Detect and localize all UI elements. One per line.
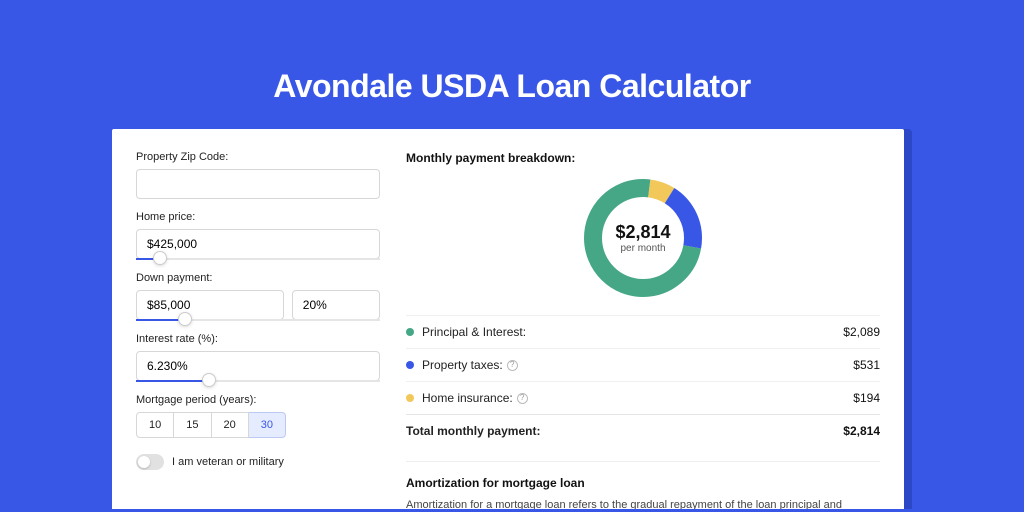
legend: Principal & Interest:$2,089Property taxe… xyxy=(406,315,880,414)
donut-sub: per month xyxy=(620,243,665,254)
home-price-field: Home price: xyxy=(136,211,380,260)
legend-dot xyxy=(406,394,414,402)
down-payment-field: Down payment: xyxy=(136,272,380,321)
legend-label: Principal & Interest: xyxy=(422,325,843,339)
zip-label: Property Zip Code: xyxy=(136,151,380,163)
donut-center: $2,814 per month xyxy=(578,173,708,303)
total-row: Total monthly payment: $2,814 xyxy=(406,414,880,447)
donut-chart-wrap: $2,814 per month xyxy=(406,169,880,315)
home-price-slider[interactable] xyxy=(136,258,380,260)
legend-dot xyxy=(406,361,414,369)
donut-amount: $2,814 xyxy=(615,222,670,243)
mortgage-period-field: Mortgage period (years): 10152030 xyxy=(136,394,380,438)
inputs-column: Property Zip Code: Home price: Down paym… xyxy=(136,151,380,509)
veteran-label: I am veteran or military xyxy=(172,456,284,468)
legend-label: Home insurance: ? xyxy=(422,391,853,405)
down-payment-label: Down payment: xyxy=(136,272,380,284)
interest-rate-label: Interest rate (%): xyxy=(136,333,380,345)
info-icon[interactable]: ? xyxy=(517,393,528,404)
veteran-toggle[interactable] xyxy=(136,454,164,470)
amortization-title: Amortization for mortgage loan xyxy=(406,476,880,490)
page-title: Avondale USDA Loan Calculator xyxy=(0,68,1024,105)
legend-dot xyxy=(406,328,414,336)
down-payment-percent-input[interactable] xyxy=(292,290,380,320)
total-amount: $2,814 xyxy=(843,424,880,438)
legend-row: Property taxes: ?$531 xyxy=(406,348,880,381)
donut-chart: $2,814 per month xyxy=(578,173,708,303)
mortgage-period-buttons: 10152030 xyxy=(136,412,380,438)
legend-label: Property taxes: ? xyxy=(422,358,853,372)
term-button-15[interactable]: 15 xyxy=(174,412,211,438)
term-button-30[interactable]: 30 xyxy=(249,412,286,438)
term-button-10[interactable]: 10 xyxy=(136,412,174,438)
calculator-panel: Property Zip Code: Home price: Down paym… xyxy=(112,129,904,509)
legend-amount: $194 xyxy=(853,391,880,405)
zip-field: Property Zip Code: xyxy=(136,151,380,199)
amortization-text: Amortization for a mortgage loan refers … xyxy=(406,498,880,509)
info-icon[interactable]: ? xyxy=(507,360,518,371)
legend-row: Principal & Interest:$2,089 xyxy=(406,315,880,348)
down-payment-slider-thumb[interactable] xyxy=(178,312,192,326)
mortgage-period-label: Mortgage period (years): xyxy=(136,394,380,406)
down-payment-amount-input[interactable] xyxy=(136,290,284,320)
interest-rate-slider[interactable] xyxy=(136,380,380,382)
home-price-slider-thumb[interactable] xyxy=(153,251,167,265)
legend-amount: $2,089 xyxy=(843,325,880,339)
interest-rate-field: Interest rate (%): xyxy=(136,333,380,382)
home-price-input[interactable] xyxy=(136,229,380,259)
legend-row: Home insurance: ?$194 xyxy=(406,381,880,414)
panel-shadow: Property Zip Code: Home price: Down paym… xyxy=(112,129,912,509)
down-payment-slider[interactable] xyxy=(136,319,380,321)
breakdown-title: Monthly payment breakdown: xyxy=(406,151,880,165)
total-label: Total monthly payment: xyxy=(406,424,843,438)
interest-rate-slider-thumb[interactable] xyxy=(202,373,216,387)
term-button-20[interactable]: 20 xyxy=(212,412,249,438)
veteran-row: I am veteran or military xyxy=(136,454,380,470)
home-price-label: Home price: xyxy=(136,211,380,223)
interest-rate-input[interactable] xyxy=(136,351,380,381)
breakdown-column: Monthly payment breakdown: $2,814 per mo… xyxy=(406,151,880,509)
zip-input[interactable] xyxy=(136,169,380,199)
amortization-section: Amortization for mortgage loan Amortizat… xyxy=(406,461,880,509)
legend-amount: $531 xyxy=(853,358,880,372)
